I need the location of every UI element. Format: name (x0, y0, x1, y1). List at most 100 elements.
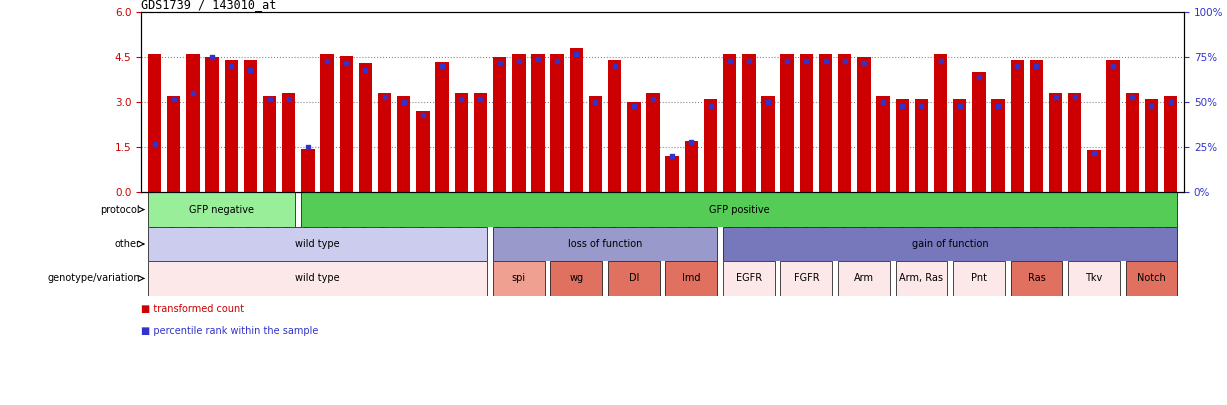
Bar (282, 93, 296, 192)
Point (356, 66, 375, 73)
Bar (780, 261, 832, 296)
Point (950, 102, 969, 109)
Text: other: other (114, 239, 140, 249)
Point (796, 58, 816, 64)
Point (183, 90, 202, 96)
Bar (358, 63, 372, 192)
Point (221, 63, 240, 70)
Text: Tkv: Tkv (1086, 273, 1103, 283)
Bar (1125, 93, 1139, 192)
Bar (607, 60, 621, 192)
Bar (493, 261, 545, 296)
Bar (1049, 93, 1063, 192)
Text: Arm: Arm (854, 273, 874, 283)
Text: GFP negative: GFP negative (189, 205, 254, 215)
Point (318, 58, 337, 64)
Bar (627, 102, 640, 192)
Bar (934, 54, 947, 192)
Text: Pnt: Pnt (971, 273, 987, 283)
Bar (551, 54, 564, 192)
Point (547, 58, 567, 64)
Bar (1067, 93, 1081, 192)
Bar (991, 99, 1005, 192)
Point (605, 63, 625, 70)
Text: Ras: Ras (1027, 273, 1045, 283)
Text: wg: wg (569, 273, 583, 283)
Text: gain of function: gain of function (912, 239, 989, 249)
Point (164, 96, 184, 102)
Bar (1164, 96, 1178, 192)
Text: Notch: Notch (1137, 273, 1166, 283)
Bar (531, 54, 545, 192)
Point (1085, 149, 1104, 156)
Bar (225, 60, 238, 192)
Text: genotype/variation: genotype/variation (48, 273, 140, 283)
Point (1103, 63, 1123, 70)
Bar (301, 149, 314, 192)
Bar (818, 54, 832, 192)
Bar (493, 227, 718, 261)
Point (681, 139, 701, 145)
Text: FGFR: FGFR (794, 273, 820, 283)
Point (892, 102, 912, 109)
Bar (147, 261, 487, 296)
Text: GDS1739 / 143010_at: GDS1739 / 143010_at (141, 0, 276, 11)
Point (874, 99, 893, 106)
Bar (147, 54, 161, 192)
Point (336, 60, 356, 66)
Bar (685, 141, 698, 192)
Point (720, 58, 740, 64)
Bar (665, 261, 718, 296)
Point (585, 99, 605, 106)
Bar (493, 57, 507, 192)
Bar (167, 96, 180, 192)
Bar (953, 99, 967, 192)
Bar (665, 156, 679, 192)
Bar (1107, 60, 1120, 192)
Bar (858, 57, 871, 192)
Point (374, 94, 394, 100)
Text: EGFR: EGFR (736, 273, 762, 283)
Point (240, 66, 260, 73)
Bar (800, 54, 814, 192)
Point (988, 102, 1007, 109)
Text: ■ percentile rank within the sample: ■ percentile rank within the sample (141, 326, 319, 336)
Point (528, 56, 547, 62)
Bar (320, 54, 334, 192)
Point (260, 96, 280, 102)
Bar (896, 261, 947, 296)
Point (567, 50, 587, 57)
Point (145, 141, 164, 147)
Bar (301, 192, 1178, 227)
Point (1045, 94, 1065, 100)
Point (739, 58, 758, 64)
Text: Imd: Imd (682, 273, 701, 283)
Point (758, 99, 778, 106)
Point (643, 96, 663, 102)
Bar (723, 227, 1178, 261)
Point (432, 63, 452, 70)
Point (1161, 99, 1180, 106)
Bar (454, 93, 467, 192)
Point (854, 60, 874, 66)
Bar (953, 261, 1005, 296)
Text: Arm, Ras: Arm, Ras (899, 273, 944, 283)
Bar (723, 261, 774, 296)
Text: GFP positive: GFP positive (709, 205, 769, 215)
Bar (838, 54, 852, 192)
Bar (838, 261, 890, 296)
Text: spi: spi (512, 273, 526, 283)
Bar (607, 261, 660, 296)
Point (969, 74, 989, 80)
Bar (187, 54, 200, 192)
Bar (512, 54, 525, 192)
Point (1027, 63, 1047, 70)
Bar (569, 48, 583, 192)
Bar (1029, 60, 1043, 192)
Point (625, 102, 644, 109)
Point (778, 58, 798, 64)
Bar (742, 54, 756, 192)
Point (394, 99, 413, 106)
Text: wild type: wild type (296, 239, 340, 249)
Point (413, 112, 433, 118)
